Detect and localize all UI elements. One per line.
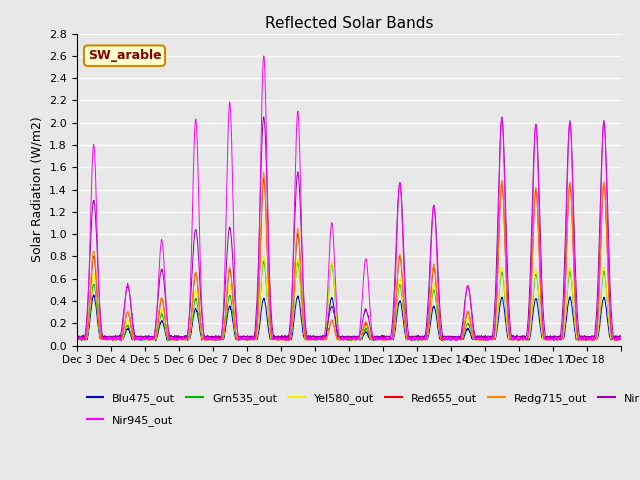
- Redg715_out: [617, 336, 625, 341]
- Nir840_out: [73, 333, 81, 339]
- Redg715_out: [610, 336, 618, 341]
- Blu475_out: [543, 336, 551, 341]
- Redg715_out: [244, 337, 252, 343]
- Nir840_out: [382, 334, 390, 339]
- Y-axis label: Solar Radiation (W/m2): Solar Radiation (W/m2): [31, 117, 44, 263]
- Yel580_out: [244, 336, 252, 342]
- Nir945_out: [73, 337, 81, 343]
- Yel580_out: [73, 336, 81, 341]
- Redg715_out: [127, 323, 135, 329]
- Grn535_out: [127, 332, 135, 337]
- Yel580_out: [127, 328, 135, 334]
- Grn535_out: [415, 338, 422, 344]
- Nir840_out: [172, 336, 180, 341]
- Blu475_out: [90, 292, 98, 298]
- Grn535_out: [244, 336, 252, 342]
- Grn535_out: [513, 335, 521, 341]
- Blu475_out: [610, 336, 618, 342]
- Nir840_out: [127, 304, 135, 310]
- Nir945_out: [483, 338, 491, 344]
- Nir840_out: [260, 114, 268, 120]
- Nir945_out: [513, 335, 521, 341]
- Nir840_out: [617, 334, 625, 339]
- Blu475_out: [73, 335, 81, 341]
- Line: Nir945_out: Nir945_out: [77, 56, 621, 341]
- Redg715_out: [73, 337, 81, 343]
- Nir840_out: [513, 334, 521, 339]
- Title: Reflected Solar Bands: Reflected Solar Bands: [264, 16, 433, 31]
- Grn535_out: [617, 335, 625, 341]
- Grn535_out: [260, 258, 268, 264]
- Line: Grn535_out: Grn535_out: [77, 261, 621, 341]
- Grn535_out: [544, 336, 552, 342]
- Red655_out: [127, 324, 135, 330]
- Nir840_out: [610, 335, 618, 340]
- Red655_out: [244, 336, 252, 342]
- Red655_out: [610, 335, 618, 341]
- Nir945_out: [610, 335, 618, 340]
- Red655_out: [544, 336, 552, 342]
- Red655_out: [617, 337, 625, 343]
- Nir945_out: [617, 336, 625, 342]
- Redg715_out: [379, 337, 387, 343]
- Blu475_out: [550, 338, 557, 344]
- Nir840_out: [544, 334, 552, 339]
- Nir945_out: [544, 336, 552, 342]
- Red655_out: [515, 338, 522, 344]
- Red655_out: [513, 337, 520, 343]
- Blu475_out: [127, 334, 135, 340]
- Redg715_out: [260, 169, 268, 175]
- Yel580_out: [543, 335, 551, 341]
- Red655_out: [260, 175, 268, 180]
- Yel580_out: [381, 336, 389, 342]
- Redg715_out: [544, 336, 552, 342]
- Redg715_out: [382, 337, 390, 343]
- Grn535_out: [381, 336, 389, 341]
- Nir945_out: [127, 308, 135, 314]
- Yel580_out: [513, 336, 520, 342]
- Yel580_out: [260, 253, 268, 259]
- Nir945_out: [381, 336, 389, 342]
- Legend: Nir945_out: Nir945_out: [83, 411, 178, 431]
- Line: Blu475_out: Blu475_out: [77, 295, 621, 341]
- Line: Red655_out: Red655_out: [77, 178, 621, 341]
- Redg715_out: [513, 336, 521, 342]
- Nir840_out: [245, 334, 253, 339]
- Text: SW_arable: SW_arable: [88, 49, 161, 62]
- Grn535_out: [73, 336, 81, 342]
- Red655_out: [381, 336, 389, 342]
- Line: Nir840_out: Nir840_out: [77, 117, 621, 338]
- Yel580_out: [617, 336, 625, 341]
- Nir945_out: [260, 53, 268, 59]
- Nir945_out: [244, 336, 252, 342]
- Line: Redg715_out: Redg715_out: [77, 172, 621, 340]
- Yel580_out: [573, 338, 581, 344]
- Grn535_out: [610, 336, 618, 341]
- Blu475_out: [617, 336, 625, 342]
- Line: Yel580_out: Yel580_out: [77, 256, 621, 341]
- Blu475_out: [245, 336, 253, 341]
- Blu475_out: [381, 336, 389, 342]
- Yel580_out: [610, 337, 618, 343]
- Red655_out: [73, 336, 81, 342]
- Blu475_out: [513, 336, 520, 342]
